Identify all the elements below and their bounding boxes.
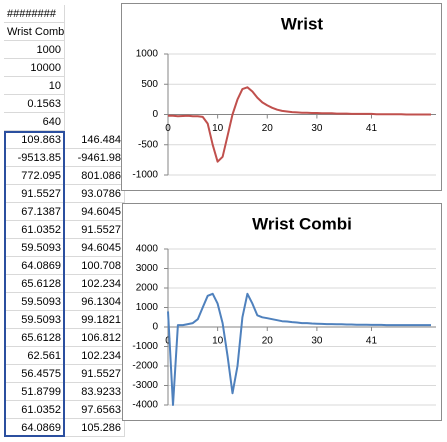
cell[interactable]: 59.5093: [4, 311, 65, 329]
cell[interactable]: 61.0352: [4, 401, 65, 419]
y-tick-label: -500: [138, 139, 158, 150]
y-tick-label: 500: [141, 79, 158, 90]
x-tick-label: 10: [212, 336, 224, 347]
cell[interactable]: 801.086: [65, 167, 125, 185]
cell[interactable]: 106.812: [65, 329, 125, 347]
cell[interactable]: 94.6045: [65, 239, 125, 257]
data-line: [168, 86, 431, 163]
cell[interactable]: 102.234: [65, 347, 125, 365]
y-tick-label: -1000: [132, 170, 158, 181]
x-tick-label: 10: [212, 123, 224, 134]
cell[interactable]: 146.484: [65, 131, 125, 149]
cell[interactable]: 94.6045: [65, 203, 125, 221]
y-tick-label: -2000: [132, 361, 158, 372]
x-tick-label: 20: [262, 336, 274, 347]
cell[interactable]: 10: [4, 77, 65, 95]
cell[interactable]: Wrist Combi:: [4, 23, 65, 41]
y-tick-label: -1000: [132, 341, 158, 352]
cell[interactable]: -9513.85: [4, 149, 65, 167]
cell[interactable]: 65.6128: [4, 329, 65, 347]
chart[interactable]: Wrist 1000 500 0 -500 -1000 0 10 20 30 41: [121, 3, 442, 191]
chart-frame: [121, 3, 442, 191]
cell[interactable]: 83.9233: [65, 383, 125, 401]
cell[interactable]: 99.1821: [65, 311, 125, 329]
cell[interactable]: -9461.98: [65, 149, 125, 167]
cell[interactable]: 56.4575: [4, 365, 65, 383]
y-tick-label: -4000: [132, 400, 158, 411]
cell[interactable]: 91.5527: [65, 221, 125, 239]
cell[interactable]: 62.561: [4, 347, 65, 365]
cell[interactable]: 51.8799: [4, 383, 65, 401]
x-tick-label: 0: [165, 336, 171, 347]
chart-title: Wrist Combi: [252, 214, 352, 233]
x-tick-label: 20: [262, 123, 274, 134]
cell[interactable]: 67.1387: [4, 203, 65, 221]
cell[interactable]: 96.1304: [65, 293, 125, 311]
cell[interactable]: 64.0869: [4, 419, 65, 437]
cell[interactable]: 91.5527: [4, 185, 65, 203]
y-tick-label: 4000: [136, 244, 159, 255]
y-tick-label: 0: [152, 322, 158, 333]
x-tick-label: 41: [366, 336, 378, 347]
y-tick-label: 1000: [136, 49, 159, 60]
cell[interactable]: 97.6563: [65, 401, 125, 419]
x-tick-label: 30: [311, 336, 323, 347]
cell[interactable]: 59.5093: [4, 239, 65, 257]
chart[interactable]: Wrist Combi 4000 3000 2000 1000 0 -1000 -2000 -3…: [122, 203, 442, 421]
y-tick-label: 0: [152, 109, 158, 120]
cell[interactable]: 100.708: [65, 257, 125, 275]
cell[interactable]: 102.234: [65, 275, 125, 293]
chart-frame: [122, 203, 442, 421]
y-tick-label: 2000: [136, 283, 159, 294]
y-tick-label: 3000: [136, 263, 159, 274]
cell[interactable]: 91.5527: [65, 365, 125, 383]
data-line: [167, 292, 431, 406]
x-tick-label: 0: [165, 123, 171, 134]
cell[interactable]: 61.0352: [4, 221, 65, 239]
cell[interactable]: ########: [4, 5, 65, 23]
y-tick-label: 1000: [136, 302, 159, 313]
cell[interactable]: 65.6128: [4, 275, 65, 293]
cell[interactable]: 109.863: [4, 131, 65, 149]
x-tick-label: 41: [366, 123, 378, 134]
y-tick-label: -3000: [132, 380, 158, 391]
cell[interactable]: 93.0786: [65, 185, 125, 203]
cell[interactable]: 1000: [4, 41, 65, 59]
x-tick-label: 30: [311, 123, 323, 134]
cell[interactable]: 10000: [4, 59, 65, 77]
cell[interactable]: 772.095: [4, 167, 65, 185]
cell[interactable]: 64.0869: [4, 257, 65, 275]
cell[interactable]: 59.5093: [4, 293, 65, 311]
cell[interactable]: 0.1563: [4, 95, 65, 113]
cell[interactable]: 105.286: [65, 419, 125, 437]
chart-title: Wrist: [281, 14, 324, 33]
cell[interactable]: 640: [4, 113, 65, 131]
